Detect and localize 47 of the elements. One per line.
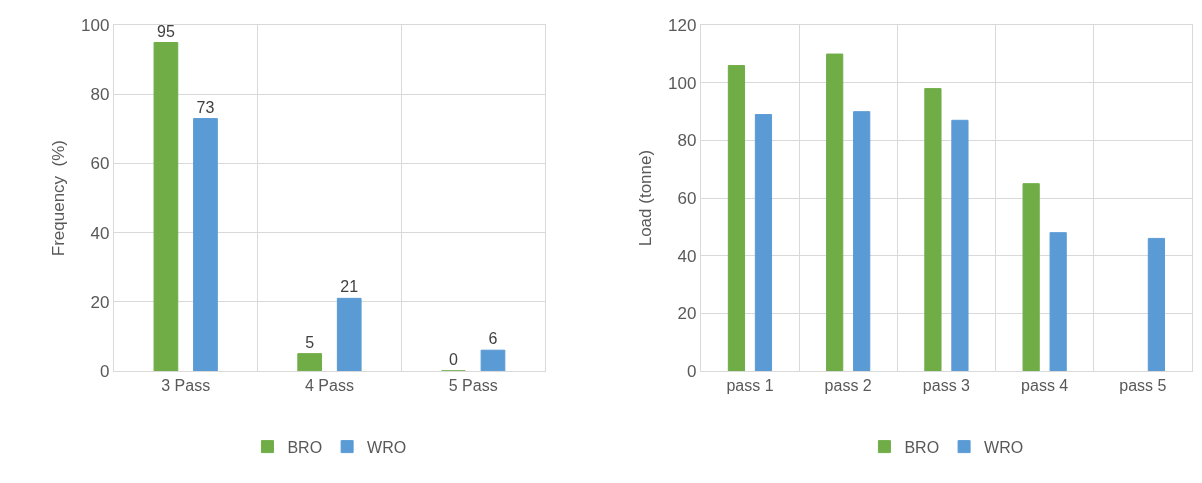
y-tick-label: 80 — [90, 85, 110, 105]
legend-label: BRO — [287, 438, 323, 456]
y-tick-label: 0 — [99, 361, 110, 381]
y-tick-label: 40 — [90, 223, 110, 243]
y-tick-label: 0 — [686, 361, 697, 381]
y-tick-label: 20 — [90, 292, 110, 312]
x-tick-label: pass 5 — [1119, 377, 1167, 395]
y-tick-label: 60 — [677, 189, 697, 209]
x-tick-label: pass 3 — [922, 377, 971, 395]
bar — [754, 114, 773, 371]
bar — [951, 119, 969, 371]
data-label: 5 — [305, 333, 315, 351]
bar — [480, 349, 506, 371]
bar — [853, 111, 871, 371]
x-tick-label: 5 Pass — [448, 377, 498, 395]
y-tick-label: 40 — [677, 246, 697, 266]
legend-label: WRO — [984, 438, 1024, 456]
x-tick-label: 4 Pass — [304, 377, 354, 395]
bar — [1049, 232, 1067, 371]
bar — [153, 42, 179, 371]
data-label: 95 — [156, 22, 175, 40]
x-tick-label: pass 1 — [726, 377, 774, 395]
bar — [924, 88, 942, 371]
y-tick-label: 60 — [90, 154, 110, 174]
bar — [1022, 183, 1040, 371]
y-tick-label: 100 — [668, 73, 697, 93]
y-tick-label: 20 — [677, 304, 697, 324]
y-tick-label: 80 — [677, 131, 697, 151]
bar — [826, 53, 844, 371]
data-label: 6 — [488, 330, 498, 348]
y-axis-title: Frequency (%) — [48, 139, 68, 257]
y-tick-label: 100 — [81, 16, 110, 36]
bar — [193, 118, 218, 371]
bar — [297, 353, 323, 371]
data-label: 73 — [196, 98, 215, 116]
y-tick-label: 120 — [668, 16, 697, 36]
data-label: 0 — [448, 350, 458, 368]
bar — [727, 65, 746, 371]
bar — [1147, 237, 1165, 371]
legend-label: BRO — [904, 438, 940, 456]
legend-label: WRO — [367, 438, 407, 456]
x-tick-label: pass 2 — [824, 377, 872, 395]
x-tick-label: pass 4 — [1021, 377, 1069, 395]
y-axis-title: Load (tonne) — [635, 149, 655, 247]
bar — [336, 297, 362, 371]
data-label: 21 — [340, 278, 359, 296]
x-tick-label: 3 Pass — [161, 377, 211, 395]
